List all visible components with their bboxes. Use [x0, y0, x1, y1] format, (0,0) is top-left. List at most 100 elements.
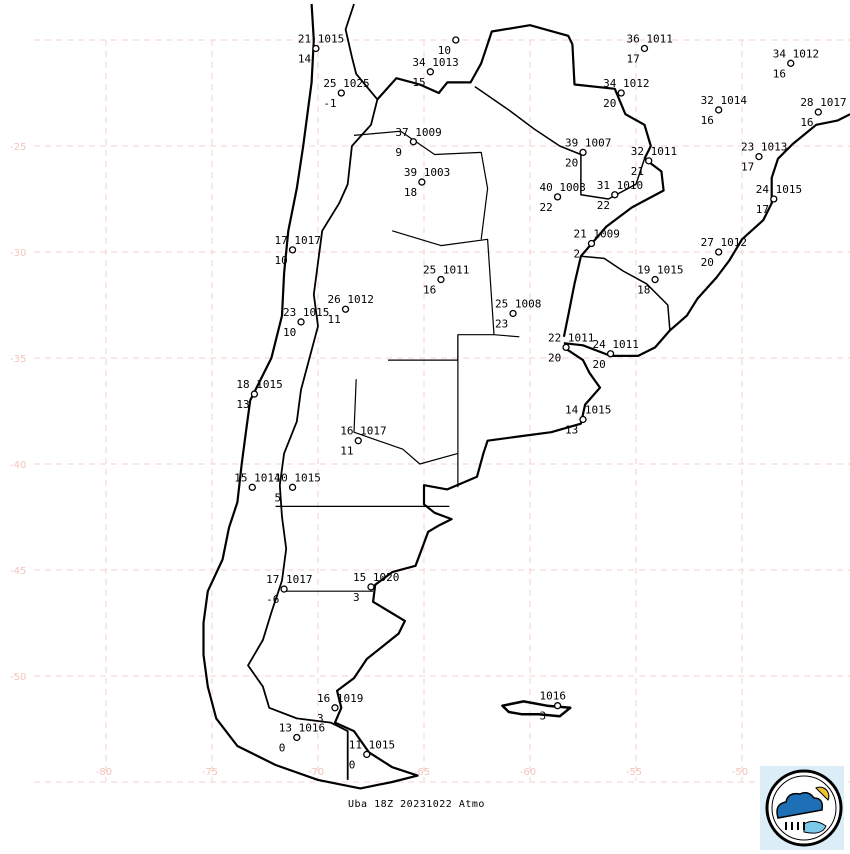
- station-marker: [563, 344, 569, 350]
- dewpoint-label: 16: [800, 116, 813, 129]
- dewpoint-label: 16: [423, 284, 436, 297]
- station-marker: [298, 319, 304, 325]
- temp-pressure-label: 36 1011: [626, 32, 672, 45]
- lon-tick-label: -75: [202, 767, 218, 778]
- dewpoint-label: 20: [593, 358, 606, 371]
- temp-pressure-label: 34 1013: [412, 56, 458, 69]
- dewpoint-label: 5: [275, 491, 282, 504]
- dewpoint-label: 15: [412, 76, 425, 89]
- station-marker: [355, 438, 361, 444]
- temp-pressure-label: 39 1007: [565, 136, 611, 149]
- station-marker: [716, 107, 722, 113]
- dewpoint-label: -1: [323, 97, 336, 110]
- station-marker: [580, 149, 586, 155]
- dewpoint-label: 11: [328, 313, 341, 326]
- temp-pressure-label: 26 1012: [328, 293, 374, 306]
- dewpoint-label: 3: [353, 591, 360, 604]
- dewpoint-label: 20: [701, 256, 714, 269]
- temp-pressure-label: 32 1011: [631, 145, 677, 158]
- station-plot: 34 1013 15: [412, 56, 458, 89]
- station-marker: [368, 584, 374, 590]
- dewpoint-label: 2: [573, 248, 580, 261]
- station-marker: [419, 179, 425, 185]
- lon-tick-label: -60: [520, 767, 536, 778]
- temp-pressure-label: 18 1015: [236, 378, 282, 391]
- lat-tick-label: -45: [10, 566, 26, 577]
- station-marker: [290, 247, 296, 253]
- dewpoint-label: 18: [637, 284, 650, 297]
- temp-pressure-label: 32 1014: [701, 94, 748, 107]
- station-marker: [588, 241, 594, 247]
- station-plot: 25 1025 -1: [323, 77, 369, 110]
- station-marker: [815, 109, 821, 115]
- dewpoint-label: 13: [565, 423, 578, 436]
- temp-pressure-label: 23 1013: [741, 141, 787, 154]
- lat-tick-label: -35: [10, 354, 26, 365]
- temp-pressure-label: 11 1015: [349, 738, 395, 751]
- temp-pressure-label: 37 1009: [395, 126, 441, 139]
- station-marker: [251, 391, 257, 397]
- dewpoint-label: 9: [395, 146, 402, 159]
- lon-tick-label: -80: [96, 767, 112, 778]
- lon-tick-label: -55: [626, 767, 642, 778]
- weather-logo: [760, 766, 844, 850]
- temp-pressure-label: 25 1008: [495, 297, 541, 310]
- dewpoint-label: 10: [283, 326, 296, 339]
- temp-pressure-label: 40 1003: [540, 181, 586, 194]
- lat-tick-label: -30: [10, 248, 26, 259]
- station-plot: 10: [438, 37, 459, 57]
- temp-pressure-label: 10 1015: [275, 471, 321, 484]
- station-marker: [438, 277, 444, 283]
- temp-pressure-label: 22 1011: [548, 331, 594, 344]
- border-chile-argentina: [248, 4, 377, 780]
- temp-pressure-label: 25 1025: [323, 77, 369, 90]
- map-caption: Uba 18Z 20231022 Atmo: [348, 799, 485, 810]
- dewpoint-label: 20: [603, 97, 616, 110]
- dewpoint-label: 11: [340, 445, 353, 458]
- temp-pressure-label: 17 1017: [266, 573, 312, 586]
- temp-pressure-label: 16 1019: [317, 692, 363, 705]
- temp-pressure-label: 21 1015: [298, 32, 344, 45]
- temp-pressure-label: 25 1011: [423, 264, 469, 277]
- station-marker: [427, 69, 433, 75]
- station-plot: 39 1007 20: [565, 136, 611, 169]
- station-plot: 23 1015 10: [283, 306, 329, 339]
- station-marker: [756, 154, 762, 160]
- lon-tick-label: -50: [732, 767, 748, 778]
- temp-pressure-label: 27 1012: [701, 236, 747, 249]
- station-marker: [555, 194, 561, 200]
- station-marker: [343, 306, 349, 312]
- grid-tick-labels: -80-75-70-65-60-55-50-25-30-35-40-45-50: [10, 142, 748, 778]
- station-marker: [281, 586, 287, 592]
- province-border: [354, 379, 458, 464]
- temp-pressure-label: 19 1015: [637, 264, 683, 277]
- temp-pressure-label: 34 1012: [773, 47, 819, 60]
- station-marker: [410, 139, 416, 145]
- border-bolivia: [377, 25, 572, 99]
- lat-lon-grid: [34, 40, 850, 782]
- province-border: [388, 335, 494, 360]
- station-marker: [313, 45, 319, 51]
- temp-pressure-label: 23 1015: [283, 306, 329, 319]
- temp-pressure-label: 16 1017: [340, 425, 386, 438]
- station-marker: [580, 416, 586, 422]
- dewpoint-label: 20: [565, 156, 578, 169]
- coastlines-and-borders: [204, 4, 850, 788]
- coastline-pacific-atlantic: [204, 4, 601, 788]
- dewpoint-label: 18: [404, 186, 417, 199]
- dewpoint-label: 3: [540, 710, 547, 723]
- dewpoint-label: 22: [597, 199, 610, 212]
- lat-tick-label: -40: [10, 460, 26, 471]
